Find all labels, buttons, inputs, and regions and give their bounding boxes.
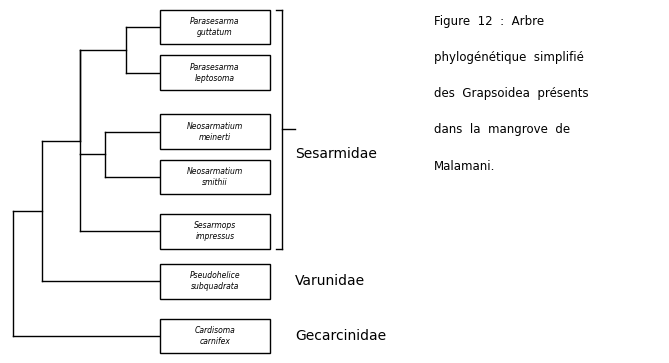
Text: des  Grapsoidea  présents: des Grapsoidea présents [434,87,589,100]
FancyBboxPatch shape [160,264,270,298]
Text: Pseudohelice
subquadrata: Pseudohelice subquadrata [189,271,240,291]
Text: Cardisoma
carnifex: Cardisoma carnifex [195,326,235,346]
Text: Sesarmops
impressus: Sesarmops impressus [194,221,236,241]
Text: Malamani.: Malamani. [434,160,495,173]
Text: Varunidae: Varunidae [295,274,365,288]
Text: Parasesarma
guttatum: Parasesarma guttatum [190,17,240,37]
FancyBboxPatch shape [160,214,270,249]
FancyBboxPatch shape [160,114,270,149]
FancyBboxPatch shape [160,319,270,353]
Text: Neosarmatium
smithii: Neosarmatium smithii [187,167,243,187]
FancyBboxPatch shape [160,55,270,90]
Text: phylogénétique  simplifié: phylogénétique simplifié [434,51,584,64]
Text: Gecarcinidae: Gecarcinidae [295,329,386,343]
Text: Sesarmidae: Sesarmidae [295,147,377,161]
Text: Parasesarma
leptosoma: Parasesarma leptosoma [190,62,240,83]
Text: Neosarmatium
meinerti: Neosarmatium meinerti [187,122,243,142]
FancyBboxPatch shape [160,160,270,194]
Text: dans  la  mangrove  de: dans la mangrove de [434,123,570,136]
Text: Figure  12  :  Arbre: Figure 12 : Arbre [434,15,544,28]
FancyBboxPatch shape [160,10,270,45]
